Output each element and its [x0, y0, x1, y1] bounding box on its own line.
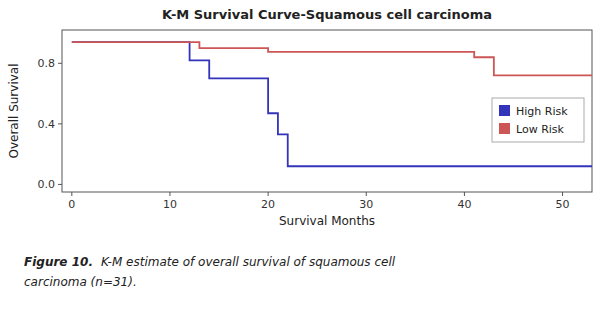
legend-label: Low Risk: [516, 123, 565, 136]
x-tick: [71, 192, 72, 196]
caption-bold: Figure 10.: [24, 255, 93, 269]
x-axis-label: Survival Months: [279, 214, 375, 228]
legend-box: [492, 98, 584, 142]
plot-frame: [62, 30, 592, 192]
x-tick-label: 40: [457, 198, 471, 211]
y-tick: [58, 63, 62, 64]
x-tick: [366, 192, 367, 196]
caption-text: carcinoma (n=31).: [24, 275, 137, 289]
legend: High Risk Low Risk: [492, 98, 584, 142]
x-tick: [464, 192, 465, 196]
legend-swatch: [499, 123, 510, 134]
x-tick-label: 30: [359, 198, 373, 211]
x-tick-label: 20: [261, 198, 275, 211]
survival-curve: [72, 42, 592, 75]
y-tick: [58, 123, 62, 124]
x-tick: [562, 192, 563, 196]
title: K-M Survival Curve-Squamous cell carcino…: [162, 7, 492, 22]
x-tick-label: 50: [556, 198, 570, 211]
legend-label: High Risk: [516, 105, 568, 118]
y-tick-label: 0.4: [38, 118, 56, 131]
x-tick-label: 10: [163, 198, 177, 211]
chart: K-M Survival Curve-Squamous cell carcino…: [0, 0, 611, 320]
y-tick-label: 0.0: [38, 178, 56, 191]
caption: Figure 10. K-M estimate of overall surviv…: [24, 255, 396, 269]
y-tick-label: 0.8: [38, 57, 56, 70]
legend-swatch: [499, 105, 510, 116]
survival-curve: [72, 42, 592, 166]
y-tick: [58, 184, 62, 185]
x-tick: [268, 192, 269, 196]
plot-area: [72, 42, 592, 166]
caption-text: K-M estimate of overall survival of squa…: [101, 255, 396, 269]
x-tick-label: 0: [68, 198, 75, 211]
x-tick: [169, 192, 170, 196]
y-axis-label: Overall Survival: [7, 63, 21, 158]
